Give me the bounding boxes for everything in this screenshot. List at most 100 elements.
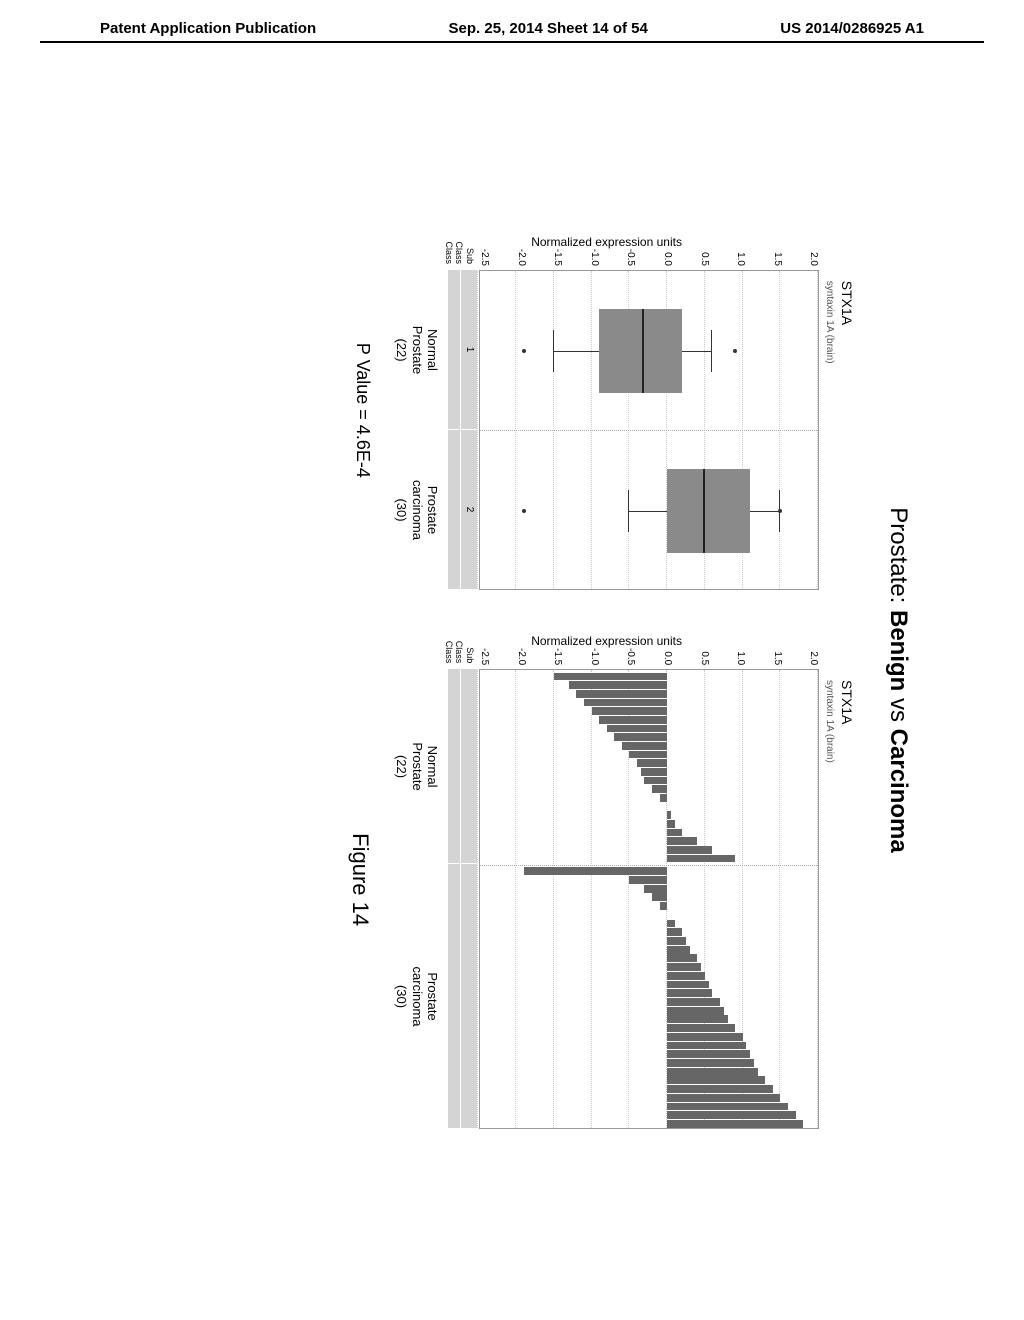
category-label: NormalProstate(22) — [393, 270, 440, 430]
bar — [667, 855, 735, 863]
ytick: -1.0 — [589, 648, 600, 665]
ytick: -1.5 — [552, 249, 563, 266]
bar — [667, 1076, 765, 1084]
bar — [667, 1024, 735, 1032]
ytick: 0.0 — [662, 648, 673, 665]
ytick: 0.5 — [699, 249, 710, 266]
bar — [667, 1059, 754, 1067]
header-left: Patent Application Publication — [100, 20, 316, 37]
bar — [667, 981, 709, 989]
gene-symbol: STX1A — [839, 281, 855, 325]
bar — [576, 690, 667, 698]
bar — [667, 963, 701, 971]
ytick: -2.0 — [516, 249, 527, 266]
bar — [667, 829, 682, 837]
ytick: -2.5 — [479, 648, 490, 665]
ytick: 0.0 — [662, 249, 673, 266]
bar — [667, 1068, 758, 1076]
bar — [667, 811, 671, 819]
bar — [667, 1050, 750, 1058]
bar — [524, 867, 668, 875]
ytick: -1.5 — [552, 648, 563, 665]
barchart-title: STX1A syntaxin 1A (brain) — [823, 680, 854, 763]
figure-label: Figure 14 — [347, 833, 373, 926]
bar — [667, 1103, 788, 1111]
bar — [667, 1033, 743, 1041]
boxplot-xlabels: NormalProstate(22)Prostatecarcinoma(30) — [393, 270, 440, 590]
ytick: -0.5 — [625, 648, 636, 665]
bar — [667, 928, 682, 936]
bar — [644, 885, 667, 893]
bar — [667, 920, 675, 928]
bar — [629, 876, 667, 884]
ytick: 2.0 — [808, 648, 819, 665]
bar — [667, 846, 712, 854]
header-center: Sep. 25, 2014 Sheet 14 of 54 — [449, 20, 648, 37]
ytick: 1.5 — [772, 648, 783, 665]
bar — [622, 742, 667, 750]
bar — [637, 759, 667, 767]
barchart-xlabels: NormalProstate(22)Prostatecarcinoma(30) — [393, 669, 440, 1129]
bar — [667, 1120, 803, 1128]
bar — [641, 768, 667, 776]
bar — [554, 673, 667, 681]
bar — [660, 794, 668, 802]
barchart-bands: Sub Class Class — [448, 669, 477, 1129]
boxplot-bands: Sub Class Class 12 — [448, 270, 477, 590]
outlier — [778, 509, 782, 513]
bar — [667, 937, 686, 945]
bar — [667, 954, 697, 962]
boxplot-title: STX1A syntaxin 1A (brain) — [823, 281, 854, 364]
bar — [667, 989, 712, 997]
subclass-cell: 1 — [461, 270, 477, 430]
box — [599, 309, 682, 392]
bar — [667, 837, 697, 845]
main-title: Prostate: Benign vs Carcinoma — [884, 130, 912, 1230]
ytick: -1.0 — [589, 249, 600, 266]
gene-name: syntaxin 1A (brain) — [824, 680, 835, 763]
bar — [652, 785, 667, 793]
bar — [584, 699, 667, 707]
bar — [667, 1015, 727, 1023]
ytick: -2.0 — [516, 648, 527, 665]
page-header: Patent Application Publication Sep. 25, … — [40, 0, 984, 43]
outlier — [522, 509, 526, 513]
bar — [667, 1007, 724, 1015]
bar — [667, 972, 705, 980]
class-label: Class — [443, 641, 454, 664]
bar — [607, 725, 667, 733]
figure-content: Prostate: Benign vs Carcinoma Prostate: … — [112, 130, 912, 1230]
ytick: -0.5 — [625, 249, 636, 266]
bar — [652, 893, 667, 901]
boxplot-panel: STX1A syntaxin 1A (brain) Normalized exp… — [347, 231, 854, 590]
subclass-cell: 2 — [461, 430, 477, 590]
boxplot-yaxis: 2.0 1.5 1.0 0.5 0.0 -0.5 -1.0 -1.5 -2.0 -2.5 — [479, 249, 819, 270]
gene-name: syntaxin 1A (brain) — [824, 281, 835, 364]
category-label: Prostatecarcinoma(30) — [393, 864, 440, 1129]
bar — [629, 751, 667, 759]
pvalue-text: P Value = 4.6E-4 — [352, 343, 373, 478]
gene-symbol: STX1A — [839, 680, 855, 724]
bar — [667, 946, 690, 954]
barchart-panel: STX1A syntaxin 1A (brain) Normalized exp… — [347, 630, 854, 1129]
ytick: -2.5 — [479, 249, 490, 266]
class-label: Class — [443, 241, 454, 264]
category-label: NormalProstate(22) — [393, 669, 440, 864]
bar — [592, 707, 668, 715]
header-right: US 2014/0286925 A1 — [780, 20, 924, 37]
box — [667, 469, 750, 552]
ytick: 2.0 — [808, 249, 819, 266]
category-label: Prostatecarcinoma(30) — [393, 430, 440, 590]
outlier — [733, 349, 737, 353]
subclass-label: Sub Class — [454, 241, 476, 264]
ytick: 0.5 — [699, 648, 710, 665]
bar — [667, 1042, 746, 1050]
ytick: 1.0 — [735, 648, 746, 665]
bar — [667, 820, 675, 828]
bar — [667, 1085, 773, 1093]
ytick: 1.0 — [735, 249, 746, 266]
boxplot-area — [479, 270, 819, 590]
bar — [660, 902, 668, 910]
bar — [614, 733, 667, 741]
ytick: 1.5 — [772, 249, 783, 266]
